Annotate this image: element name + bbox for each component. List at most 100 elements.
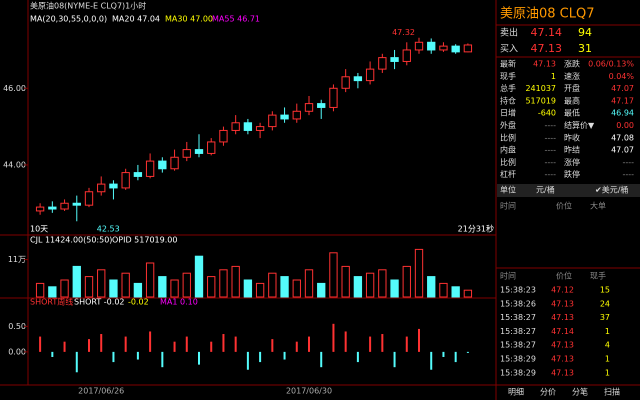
candle-body: [427, 41, 436, 51]
candle-body: [292, 110, 301, 120]
panel-text: 比例: [500, 157, 516, 167]
indicator-bar: [393, 351, 396, 368]
panel-text: 持仓: [500, 95, 516, 105]
volume-bar: [390, 279, 399, 298]
panel-text: 37: [600, 313, 610, 322]
panel-text: 1: [605, 327, 610, 336]
volume-bar: [145, 262, 155, 298]
candle-body: [48, 206, 57, 210]
candle-body: [35, 206, 45, 212]
indicator-bar: [259, 351, 262, 363]
candle-body: [145, 160, 155, 177]
y-tick-label: 0.00: [8, 347, 26, 356]
indicator-bar: [320, 351, 323, 368]
candle-body: [402, 49, 411, 62]
indicator-bar: [271, 339, 274, 352]
panel-text: 15:38:27: [500, 313, 536, 322]
panel-text: 最低: [564, 108, 580, 118]
panel-text: 47.07: [611, 146, 634, 155]
candle-body: [451, 45, 460, 53]
candle-body: [341, 76, 350, 89]
candle-body: [317, 103, 326, 108]
panel-text: 31: [578, 42, 592, 55]
panel-text: 15:38:29: [500, 368, 536, 377]
volume-bar: [353, 276, 363, 298]
panel-text: 47.13: [531, 42, 563, 55]
volume-bar: [378, 269, 387, 298]
indicator-bar: [295, 341, 298, 352]
panel-text: 买入: [500, 44, 518, 55]
volume-bar: [60, 279, 69, 298]
indicator-bar: [100, 334, 103, 352]
panel-text: 最高: [564, 95, 580, 105]
candle-body: [414, 41, 424, 51]
volume-bar: [463, 289, 473, 298]
indicator-bar: [442, 351, 445, 357]
volume-bar: [109, 279, 118, 298]
volume-bar: [243, 279, 253, 298]
candle-body: [60, 202, 69, 210]
panel-text: 47.13: [551, 368, 574, 377]
panel-text: ----: [544, 146, 556, 155]
volume-bar: [451, 286, 460, 298]
panel-text: 现手: [590, 271, 606, 281]
x-tick-label: 2017/06/26: [78, 387, 124, 396]
panel-text: 开盘: [564, 83, 580, 93]
volume-bar: [341, 265, 350, 298]
panel-text: ----: [544, 170, 556, 179]
volume-bar: [219, 269, 228, 298]
indicator-bar: [185, 336, 188, 352]
volume-bar: [317, 282, 326, 298]
volume-label: OPID 517019.00: [112, 236, 177, 245]
indicator-bar: [112, 351, 115, 363]
indicator-bar: [136, 351, 139, 360]
indicator-label: -0.02: [128, 298, 149, 307]
panel-text: 47.13: [551, 299, 574, 308]
candle-body: [439, 45, 448, 51]
panel-text: 47.07: [611, 84, 634, 93]
panel-text: 47.08: [611, 133, 634, 142]
panel-text: 时间: [500, 201, 516, 211]
candle-body: [304, 103, 314, 112]
panel-text: 最新: [500, 59, 516, 69]
indicator-bar: [222, 334, 225, 352]
panel-text: 1: [551, 72, 556, 81]
indicator-bar: [51, 351, 54, 357]
panel-text: 日增: [500, 108, 516, 118]
panel-text: 15: [600, 286, 610, 295]
panel-text: 内盘: [500, 145, 516, 155]
volume-bar: [72, 265, 81, 298]
panel-text: 47.14: [531, 26, 563, 39]
panel-text: 15:38:27: [500, 341, 536, 350]
indicator-bar: [344, 331, 347, 352]
panel-text: 47.14: [551, 327, 574, 336]
volume-bar: [304, 269, 314, 298]
panel-text: 0.04%: [609, 72, 635, 81]
candle-body: [353, 76, 363, 82]
indicator-bar: [124, 336, 127, 352]
panel-text: 47.13: [551, 341, 574, 350]
panel-text: 涨跌: [564, 59, 580, 69]
panel-text: 241037: [525, 84, 556, 93]
candle-body: [97, 183, 106, 193]
indicator-bar: [454, 351, 457, 363]
max-label: 47.32: [392, 28, 415, 37]
volume-bar: [170, 279, 179, 298]
panel-text: 47.17: [611, 96, 634, 105]
panel-text: 15:38:29: [500, 355, 536, 364]
volume-bar: [182, 272, 191, 298]
indicator-bar: [369, 336, 372, 352]
volume-bar: [84, 276, 94, 298]
candle-body: [378, 57, 387, 70]
panel-text: ----: [622, 158, 634, 167]
candle-body: [329, 87, 338, 108]
indicator-bar: [466, 351, 469, 353]
y-tick-label: 46.00: [3, 84, 26, 93]
indicator-bar: [332, 323, 335, 352]
indicator-bar: [210, 341, 213, 352]
candle-body: [255, 126, 265, 131]
candle-body: [280, 114, 289, 120]
